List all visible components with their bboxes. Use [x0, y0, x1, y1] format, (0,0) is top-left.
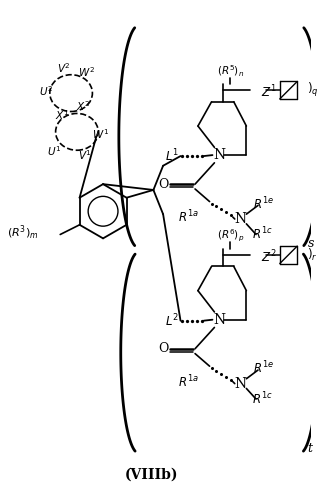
Text: $Z^1$: $Z^1$ — [261, 84, 277, 100]
Text: $U^2$: $U^2$ — [39, 84, 53, 98]
Text: $R^{1a}$: $R^{1a}$ — [178, 373, 199, 390]
Text: $R^{1c}$: $R^{1c}$ — [252, 226, 272, 243]
Text: O: O — [158, 342, 168, 355]
Text: $(R^3)_m$: $(R^3)_m$ — [7, 224, 38, 242]
Text: $R^{1a}$: $R^{1a}$ — [178, 209, 199, 226]
Text: N: N — [213, 148, 225, 162]
Text: t: t — [308, 442, 312, 455]
Text: $R^{1c}$: $R^{1c}$ — [252, 391, 272, 407]
Text: $X^1$: $X^1$ — [55, 108, 69, 122]
Text: $U^1$: $U^1$ — [46, 144, 61, 158]
Text: $V^1$: $V^1$ — [78, 148, 92, 162]
Text: O: O — [158, 178, 168, 191]
Text: N: N — [235, 212, 247, 226]
Text: $Z^2$: $Z^2$ — [261, 249, 277, 265]
Text: (VIIIb): (VIIIb) — [125, 468, 178, 482]
Text: $(R^6)_p$: $(R^6)_p$ — [217, 228, 244, 244]
Text: s: s — [308, 237, 314, 250]
Text: $R^{1e}$: $R^{1e}$ — [253, 195, 274, 212]
Text: $R^{1e}$: $R^{1e}$ — [253, 360, 274, 376]
Text: $L^2$: $L^2$ — [165, 312, 179, 329]
Text: $(R^5)_n$: $(R^5)_n$ — [217, 63, 244, 78]
Text: $V^2$: $V^2$ — [57, 61, 70, 75]
Text: $X^2$: $X^2$ — [76, 99, 90, 113]
Text: $W^1$: $W^1$ — [92, 127, 109, 141]
Text: $)_q$: $)_q$ — [307, 81, 318, 99]
Text: $W^2$: $W^2$ — [78, 65, 95, 79]
Text: N: N — [235, 377, 247, 391]
Text: $L^1$: $L^1$ — [165, 148, 179, 164]
Text: $)_r$: $)_r$ — [307, 247, 317, 263]
Text: N: N — [213, 313, 225, 327]
